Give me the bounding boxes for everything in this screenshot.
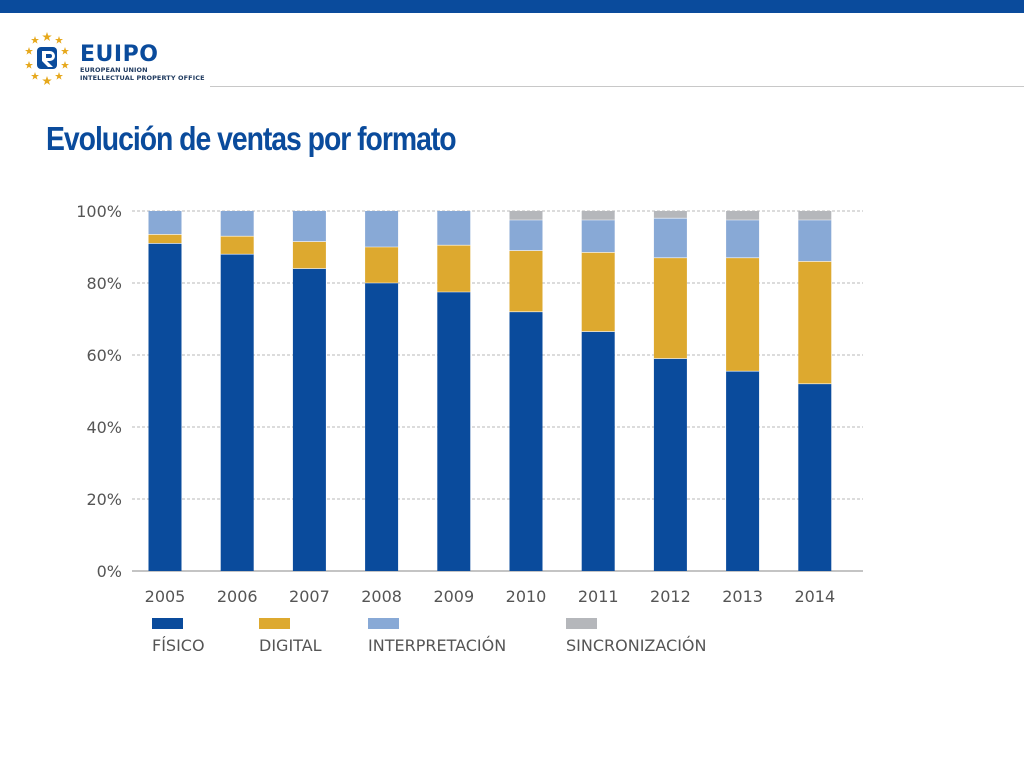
bar-segment [365, 283, 399, 571]
logo-wordmark: EUIPO EUROPEAN UNION INTELLECTUAL PROPER… [80, 42, 205, 83]
org-line-1: EUROPEAN UNION [80, 66, 148, 74]
legend-swatch [368, 618, 399, 629]
bar-segment [437, 211, 471, 246]
bar-segment [581, 211, 615, 220]
r-mark-icon [37, 47, 57, 69]
euipo-logo [25, 32, 69, 85]
bar-segment [509, 311, 543, 571]
y-tick-label: 20% [86, 490, 122, 509]
bar-segment [292, 268, 326, 571]
bar-segment [653, 257, 687, 359]
bar-segment [798, 220, 832, 262]
y-tick-label: 60% [86, 346, 122, 365]
slide-title: Evolución de ventas por formato [46, 120, 457, 157]
bar-segment [581, 331, 615, 571]
bar-segment [365, 247, 399, 283]
legend-label: SINCRONIZACIÓN [566, 636, 707, 655]
legend-label: INTERPRETACIÓN [368, 636, 506, 655]
bar-segment [292, 211, 326, 242]
bar-segment [509, 211, 543, 220]
y-tick-label: 100% [76, 202, 122, 221]
bar-segment [726, 220, 760, 258]
y-tick-label: 0% [97, 562, 122, 581]
bar-segment [509, 250, 543, 312]
x-tick-label: 2011 [578, 587, 619, 606]
x-tick-label: 2006 [217, 587, 258, 606]
y-tick-label: 40% [86, 418, 122, 437]
y-tick-label: 80% [86, 274, 122, 293]
x-tick-label: 2005 [145, 587, 186, 606]
bar-segment [148, 211, 182, 235]
bar-segment [726, 371, 760, 571]
legend-swatch [152, 618, 183, 629]
top-banner [0, 0, 1024, 13]
bar-segment [220, 254, 254, 571]
bar-segment [292, 241, 326, 269]
bar-segment [726, 211, 760, 220]
bar-segment [148, 243, 182, 571]
bar-segment [653, 218, 687, 258]
bar-segment [653, 358, 687, 571]
bar-segment [798, 211, 832, 220]
bar-segment [581, 220, 615, 253]
bar-segment [220, 236, 254, 255]
bar-segment [437, 245, 471, 292]
x-tick-label: 2007 [289, 587, 330, 606]
legend-label: FÍSICO [152, 636, 205, 655]
bar-segment [798, 261, 832, 384]
bar-segment [365, 211, 399, 247]
x-tick-label: 2010 [506, 587, 547, 606]
bar-segment [653, 211, 687, 219]
bar-segment [220, 211, 254, 237]
header-divider [210, 86, 1024, 87]
star-ring-icon [25, 32, 69, 85]
legend-swatch [566, 618, 597, 629]
x-tick-label: 2012 [650, 587, 691, 606]
bar-segment [798, 383, 832, 571]
brand-eu: EU [80, 42, 114, 67]
x-tick-label: 2008 [361, 587, 402, 606]
legend-label: DIGITAL [259, 636, 322, 655]
org-line-2: INTELLECTUAL PROPERTY OFFICE [80, 74, 205, 82]
x-tick-label: 2014 [794, 587, 835, 606]
bar-segment [509, 220, 543, 251]
bar-segment [437, 292, 471, 571]
x-tick-label: 2009 [433, 587, 474, 606]
legend-swatch [259, 618, 290, 629]
x-tick-label: 2013 [722, 587, 763, 606]
bar-segment [581, 252, 615, 332]
bar-segment [148, 234, 182, 244]
bar-segment [726, 257, 760, 372]
brand-ipo: IPO [113, 42, 159, 67]
